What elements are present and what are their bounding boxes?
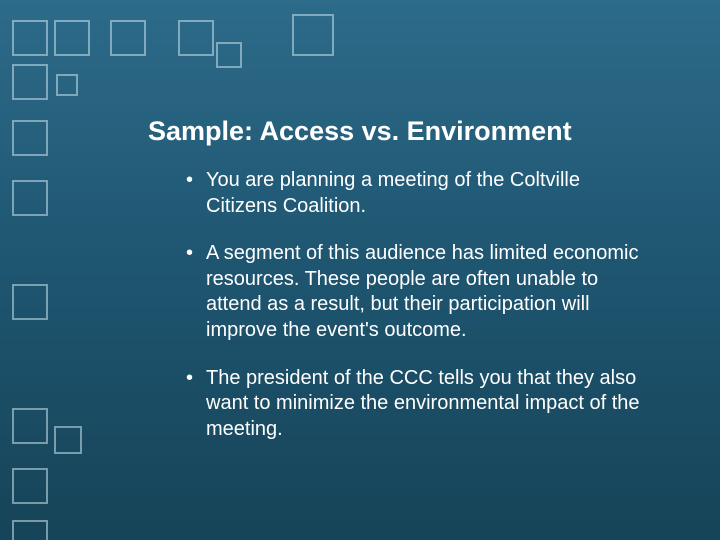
square	[12, 284, 48, 320]
square	[110, 20, 146, 56]
bullet-list: You are planning a meeting of the Coltvi…	[182, 168, 652, 442]
square	[292, 14, 334, 56]
bullet-item: You are planning a meeting of the Coltvi…	[182, 168, 652, 219]
square	[54, 426, 82, 454]
bullet-item: A segment of this audience has limited e…	[182, 241, 652, 343]
square	[178, 20, 214, 56]
square	[12, 120, 48, 156]
square	[56, 74, 78, 96]
square	[12, 520, 48, 540]
square	[54, 20, 90, 56]
square	[12, 408, 48, 444]
square	[12, 180, 48, 216]
square	[12, 468, 48, 504]
bullet-item: The president of the CCC tells you that …	[182, 366, 652, 443]
slide-title: Sample: Access vs. Environment	[148, 116, 572, 147]
square	[216, 42, 242, 68]
square	[12, 20, 48, 56]
square	[12, 64, 48, 100]
